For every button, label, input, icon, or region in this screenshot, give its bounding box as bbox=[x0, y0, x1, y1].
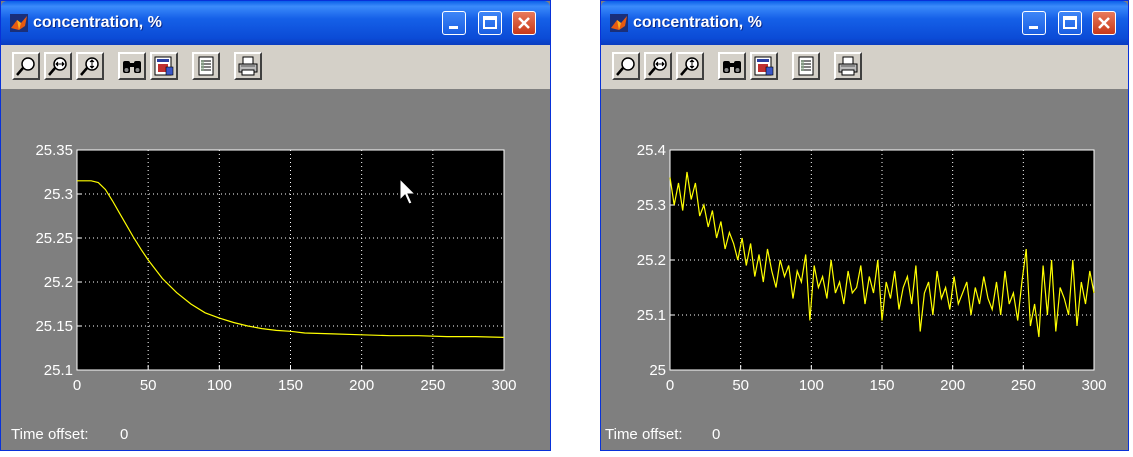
zoom-x-icon bbox=[648, 57, 667, 76]
zoom-in-icon bbox=[16, 57, 35, 76]
close-button[interactable] bbox=[1092, 11, 1116, 35]
save-axes-settings-button[interactable] bbox=[750, 52, 778, 80]
window-title: concentration, % bbox=[33, 14, 162, 31]
save-axes-settings-button[interactable] bbox=[150, 52, 178, 80]
x-tick-label: 250 bbox=[1011, 377, 1036, 394]
minimize-icon bbox=[449, 26, 458, 29]
parameters-button[interactable] bbox=[192, 52, 220, 80]
zoom-button[interactable] bbox=[12, 52, 40, 80]
x-tick-label: 300 bbox=[491, 377, 516, 394]
save-axes-icon bbox=[154, 56, 174, 76]
minimize-button[interactable] bbox=[442, 11, 466, 35]
time-offset-label: Time offset: bbox=[605, 426, 683, 443]
zoom-x-icon bbox=[48, 57, 67, 76]
minimize-button[interactable] bbox=[1022, 11, 1046, 35]
parameters-icon bbox=[198, 56, 214, 76]
x-tick-label: 50 bbox=[140, 377, 157, 394]
title-bar[interactable]: concentration, % bbox=[1, 1, 550, 45]
zoom-y-icon bbox=[80, 57, 99, 76]
time-offset-label: Time offset: bbox=[11, 426, 89, 443]
y-tick-label: 25.15 bbox=[35, 318, 73, 335]
scope-toolbar bbox=[601, 45, 1128, 90]
print-icon bbox=[838, 56, 858, 76]
autoscale-button[interactable] bbox=[718, 52, 746, 80]
y-tick-label: 25.25 bbox=[35, 230, 73, 247]
y-tick-label: 25.1 bbox=[637, 307, 666, 324]
maximize-button[interactable] bbox=[478, 11, 502, 35]
zoom-in-icon bbox=[616, 57, 635, 76]
x-tick-label: 150 bbox=[278, 377, 303, 394]
close-button[interactable] bbox=[512, 11, 536, 35]
mouse-cursor bbox=[399, 178, 417, 205]
plot-area: 0 50 100 150 200 250 300 25.1 25.15 25.2 25.25 25.3… bbox=[1, 90, 550, 452]
time-offset-value: 0 bbox=[712, 426, 721, 443]
save-axes-icon bbox=[754, 56, 774, 76]
window-title: concentration, % bbox=[633, 14, 762, 31]
plot-frame bbox=[669, 149, 1095, 371]
x-tick-label: 300 bbox=[1081, 377, 1106, 394]
time-offset-value: 0 bbox=[120, 426, 129, 443]
maximize-button[interactable] bbox=[1058, 11, 1082, 35]
x-tick-label: 100 bbox=[799, 377, 824, 394]
zoom-x-button[interactable] bbox=[44, 52, 72, 80]
data-series-line bbox=[669, 171, 1095, 338]
chart-svg[interactable]: 0 50 100 150 200 250 300 25.1 25.15 25.2 25.25 25.3… bbox=[1, 90, 550, 452]
x-tick-label: 100 bbox=[207, 377, 232, 394]
data-series-line bbox=[77, 180, 505, 338]
maximize-icon bbox=[1063, 16, 1077, 29]
x-tick-label: 150 bbox=[869, 377, 894, 394]
y-tick-label: 25.4 bbox=[637, 142, 666, 159]
print-button[interactable] bbox=[834, 52, 862, 80]
y-tick-label: 25.1 bbox=[44, 362, 73, 379]
matlab-app-icon[interactable] bbox=[10, 14, 28, 32]
minimize-icon bbox=[1029, 26, 1038, 29]
x-tick-label: 50 bbox=[732, 377, 749, 394]
print-icon bbox=[238, 56, 258, 76]
y-tick-label: 25.2 bbox=[44, 274, 73, 291]
scope-window-right: concentration, % bbox=[600, 0, 1129, 451]
close-icon bbox=[518, 17, 530, 29]
matlab-app-icon[interactable] bbox=[610, 14, 628, 32]
x-tick-label: 0 bbox=[666, 377, 674, 394]
parameters-icon bbox=[798, 56, 814, 76]
print-button[interactable] bbox=[234, 52, 262, 80]
close-icon bbox=[1098, 17, 1110, 29]
autoscale-button[interactable] bbox=[118, 52, 146, 80]
parameters-button[interactable] bbox=[792, 52, 820, 80]
scope-toolbar bbox=[1, 45, 550, 90]
plot-area: 0 50 100 150 200 250 300 25 25.1 25.2 25.3 25.4 bbox=[601, 90, 1128, 452]
y-tick-label: 25.2 bbox=[637, 252, 666, 269]
y-tick-label: 25 bbox=[649, 362, 666, 379]
x-tick-label: 0 bbox=[73, 377, 81, 394]
y-tick-label: 25.3 bbox=[44, 186, 73, 203]
maximize-icon bbox=[483, 16, 497, 29]
zoom-y-icon bbox=[680, 57, 699, 76]
y-tick-label: 25.3 bbox=[637, 197, 666, 214]
scope-window-left: concentration, % bbox=[0, 0, 551, 451]
chart-svg[interactable]: 0 50 100 150 200 250 300 25 25.1 25.2 25.3 25.4 bbox=[601, 90, 1128, 452]
zoom-button[interactable] bbox=[612, 52, 640, 80]
x-tick-label: 200 bbox=[940, 377, 965, 394]
title-bar[interactable]: concentration, % bbox=[601, 1, 1128, 45]
x-tick-label: 250 bbox=[420, 377, 445, 394]
y-tick-label: 25.35 bbox=[35, 142, 73, 159]
autoscale-binoculars-icon bbox=[123, 61, 141, 73]
x-tick-label: 200 bbox=[349, 377, 374, 394]
zoom-x-button[interactable] bbox=[644, 52, 672, 80]
autoscale-binoculars-icon bbox=[723, 61, 741, 73]
zoom-y-button[interactable] bbox=[76, 52, 104, 80]
plot-frame bbox=[76, 149, 505, 371]
zoom-y-button[interactable] bbox=[676, 52, 704, 80]
